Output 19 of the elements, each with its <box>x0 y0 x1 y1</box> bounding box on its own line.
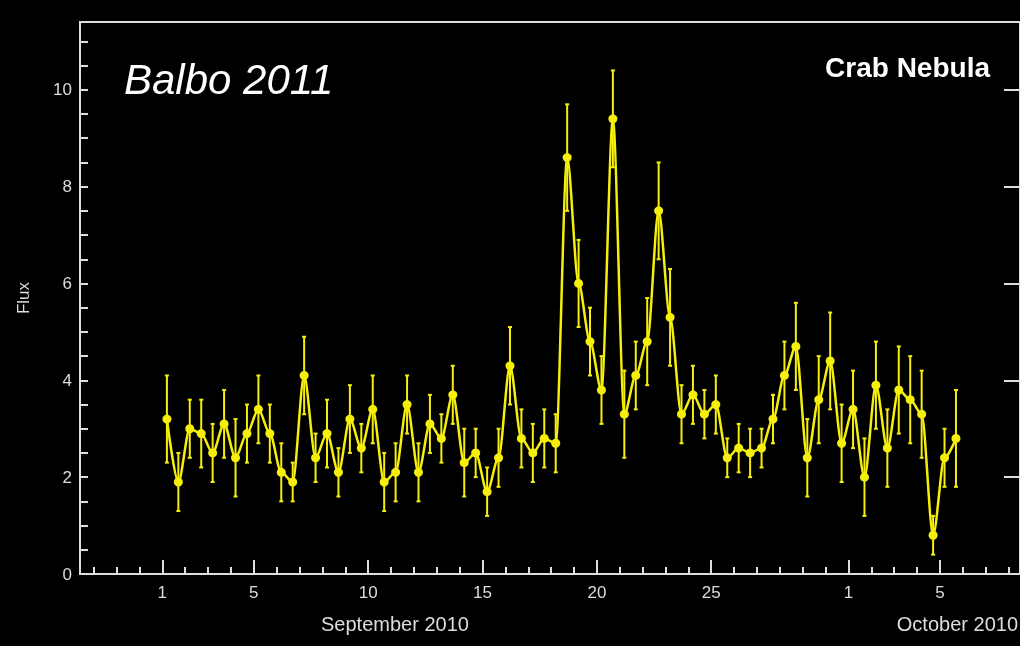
x-tick-label: 1 <box>843 583 854 602</box>
text: October 2010 <box>896 613 1019 635</box>
y-axis-title: Flux <box>14 281 33 315</box>
annotation: Balbo 2011 <box>124 55 334 103</box>
y-tick-label: 0 <box>62 564 72 584</box>
y-tick-label: 10 <box>53 80 72 100</box>
x-tick-label: 10 <box>358 583 378 602</box>
y-tick-label: 8 <box>62 177 72 197</box>
x-axis-title: September 2010 <box>321 613 469 635</box>
x-tick-label: 5 <box>249 583 259 602</box>
x-tick-label: 5 <box>935 583 945 602</box>
x-tick-label: 25 <box>701 583 721 602</box>
x-tick-label: 1 <box>157 583 168 602</box>
y-tick-label: 6 <box>62 273 72 293</box>
x-tick-label: 15 <box>473 583 492 602</box>
y-tick-label: 4 <box>62 370 72 390</box>
text: Crab Nebula <box>825 51 991 83</box>
x-tick-label: 20 <box>587 583 607 602</box>
y-tick-label: 2 <box>62 467 72 487</box>
